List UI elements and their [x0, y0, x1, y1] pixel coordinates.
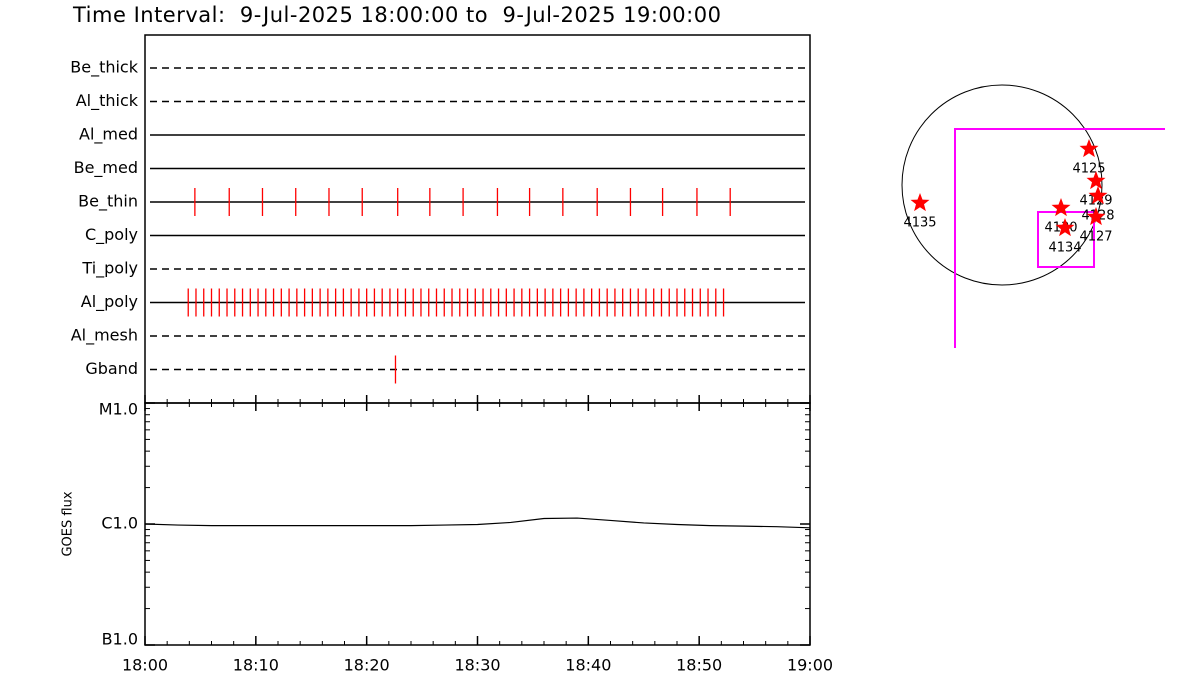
x-tick-label: 18:00 [122, 656, 168, 675]
x-tick-label: 18:10 [233, 656, 279, 675]
row-label: Al_poly [81, 292, 138, 312]
region-label: 4135 [903, 216, 936, 231]
row-label: Be_thin [78, 192, 138, 212]
region-star [1088, 186, 1108, 205]
region-label: 4125 [1072, 162, 1105, 177]
region-star [910, 193, 930, 212]
region-label: 4127 [1079, 230, 1112, 245]
region-star [1086, 171, 1106, 190]
x-tick-label: 18:50 [676, 656, 722, 675]
region-star [1086, 207, 1106, 226]
row-label: Al_thick [76, 91, 139, 111]
y-axis-label: GOES flux [61, 491, 76, 556]
fov-outline [954, 128, 1165, 348]
top-panel-frame [144, 34, 811, 404]
region-star [1051, 198, 1071, 217]
x-tick-label: 19:00 [787, 656, 833, 675]
y-tick-label: M1.0 [99, 400, 138, 419]
row-label: Be_med [74, 158, 138, 178]
chart-title: Time Interval: 9-Jul-2025 18:00:00 to 9-… [72, 3, 721, 27]
y-tick-label: C1.0 [101, 514, 138, 533]
row-label: Be_thick [70, 58, 138, 78]
goes-line [144, 517, 811, 529]
row-label: Ti_poly [81, 259, 138, 279]
region-star [1079, 139, 1099, 158]
row-label: Gband [85, 359, 138, 378]
row-label: Al_mesh [71, 326, 138, 346]
x-tick-label: 18:40 [565, 656, 611, 675]
x-tick-label: 18:20 [344, 656, 390, 675]
row-label: C_poly [85, 225, 138, 245]
region-label: 4134 [1048, 241, 1081, 256]
x-tick-label: 18:30 [454, 656, 500, 675]
row-label: Al_med [79, 125, 138, 145]
fov-box [1037, 211, 1095, 268]
region-star [1055, 218, 1075, 237]
y-tick-label: B1.0 [102, 630, 138, 649]
solar-limb [901, 84, 1103, 286]
